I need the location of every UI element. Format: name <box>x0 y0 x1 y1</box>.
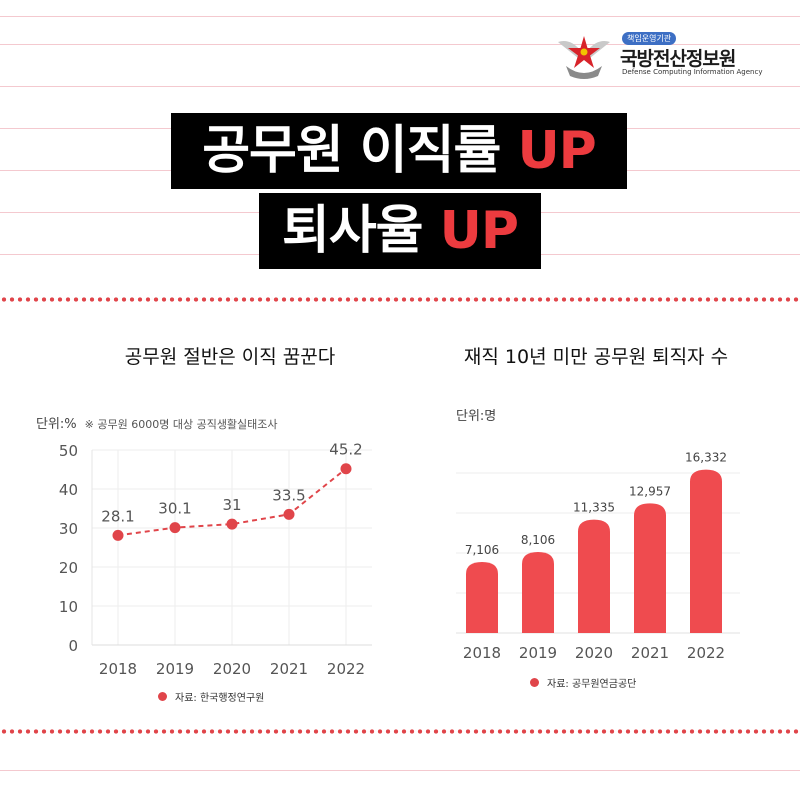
x-tick-label: 2021 <box>270 660 308 678</box>
logo-english-name: Defense Computing Information Agency <box>622 68 763 76</box>
right-chart-title: 재직 10년 미만 공무원 퇴직자 수 <box>463 346 729 368</box>
left-chart-source: 자료: 한국행정연구원 <box>175 693 265 704</box>
x-tick-label: 2022 <box>327 660 365 678</box>
y-tick-label: 0 <box>68 637 78 655</box>
right-chart-source: 자료: 공무원연금공단 <box>547 679 637 690</box>
emblem-icon <box>558 36 610 79</box>
data-label: 11,335 <box>573 501 615 515</box>
data-label: 12,957 <box>629 484 671 498</box>
headline-line-2: 퇴사율 UP <box>259 193 541 269</box>
headline-text: 퇴사율 <box>282 201 424 261</box>
legend-dot <box>158 692 167 701</box>
left-chart-legend: 자료: 한국행정연구원 <box>158 689 264 704</box>
right-chart-legend: 자료: 공무원연금공단 <box>530 675 636 690</box>
x-tick-label: 2019 <box>156 660 194 678</box>
data-label: 8,106 <box>521 533 555 547</box>
legend-dot <box>530 678 539 687</box>
x-tick-label: 2020 <box>213 660 251 678</box>
bar <box>634 503 666 633</box>
headline-highlight: UP <box>439 201 519 261</box>
y-tick-label: 30 <box>59 520 78 538</box>
left-chart-note: ※ 공무원 6000명 대상 공직생활실태조사 <box>84 418 278 431</box>
data-label: 45.2 <box>329 441 362 459</box>
ruled-line <box>0 44 800 45</box>
y-tick-label: 20 <box>59 559 78 577</box>
data-label: 7,106 <box>465 543 499 557</box>
top-dotted-border <box>0 297 800 302</box>
bar-chart: 7,106 2018 8,106 2019 11,335 2020 12,957 2021 16… <box>456 451 740 662</box>
logo-name: 국방전산정보원 <box>620 48 736 70</box>
y-tick-label: 10 <box>59 598 78 616</box>
right-chart-unit: 단위:명 <box>456 409 497 424</box>
data-point <box>169 522 181 534</box>
data-label: 33.5 <box>272 486 305 504</box>
data-label: 16,332 <box>685 451 727 465</box>
ruled-line <box>0 86 800 87</box>
data-point <box>112 529 124 541</box>
headline-text: 공무원 이직률 <box>202 121 501 181</box>
y-tick-label: 50 <box>59 442 78 460</box>
x-tick-label: 2018 <box>463 644 501 662</box>
data-label: 28.1 <box>101 507 134 525</box>
headline-line-1: 공무원 이직률 UP <box>171 113 627 189</box>
x-tick-label: 2021 <box>631 644 669 662</box>
left-chart-unit: 단위:% ※ 공무원 6000명 대상 공직생활실태조사 <box>36 413 278 432</box>
data-point <box>340 463 352 475</box>
left-chart-title: 공무원 절반은 이직 꿈꾼다 <box>124 346 336 368</box>
data-point <box>226 518 238 530</box>
bottom-dotted-border <box>0 729 800 734</box>
headline-highlight: UP <box>517 121 596 181</box>
agency-logo: 책임운영기관 국방전산정보원 Defense Computing Informa… <box>556 30 762 82</box>
logo-badge: 책임운영기관 <box>622 32 677 45</box>
x-tick-label: 2019 <box>519 644 557 662</box>
bar <box>690 469 722 633</box>
line-chart: 0 10 20 30 40 50 2018 2019 2020 2021 2022 28.1 30.1 3… <box>59 441 372 678</box>
ruled-line <box>0 770 800 771</box>
x-tick-label: 2020 <box>575 644 613 662</box>
data-label: 31 <box>222 496 241 514</box>
bar <box>578 519 610 633</box>
bar <box>466 561 498 633</box>
left-chart-unit-text: 단위:% <box>36 417 77 432</box>
y-tick-label: 40 <box>59 481 78 499</box>
bar <box>522 551 554 633</box>
data-point <box>283 508 295 520</box>
x-tick-label: 2022 <box>687 644 725 662</box>
series-line <box>117 467 347 537</box>
x-tick-label: 2018 <box>99 660 137 678</box>
ruled-line <box>0 16 800 17</box>
data-label: 30.1 <box>158 500 191 518</box>
